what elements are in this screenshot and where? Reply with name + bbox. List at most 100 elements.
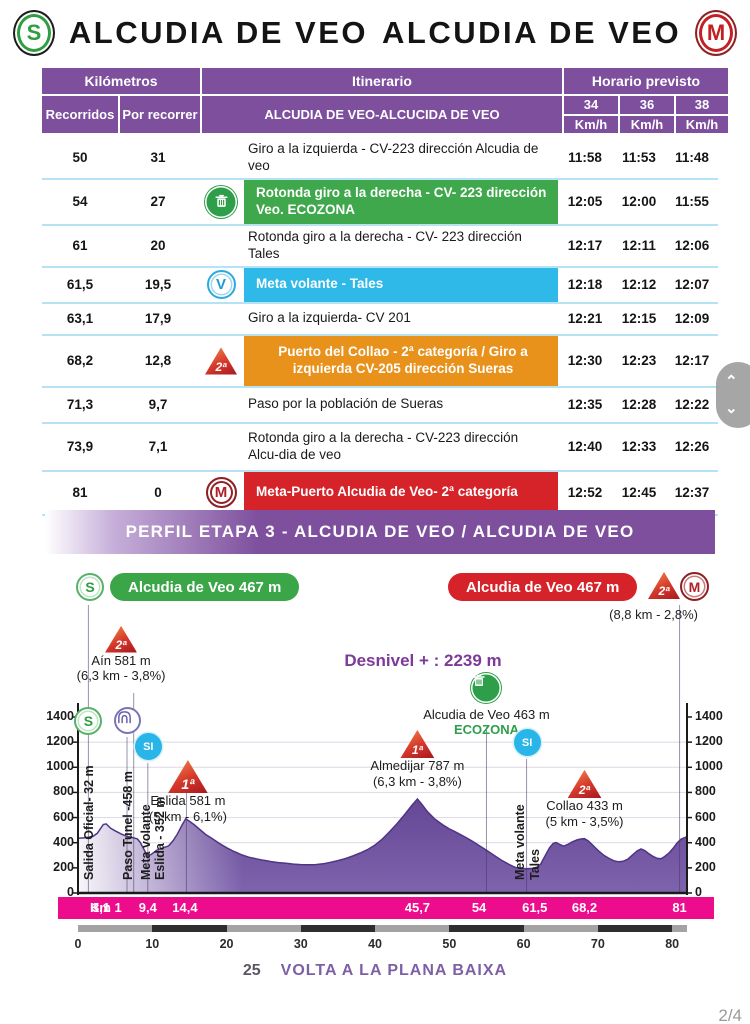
category-2-climb-icon: 2ª	[205, 347, 237, 375]
climb-annotation: 1ª Eslida 581 m (5 km - 6,1%)	[149, 759, 227, 824]
time-cell-34: 12:21	[567, 311, 603, 326]
km-left-cell: 31	[150, 150, 166, 166]
table-row: 73,9 7,1 Rotonda giro a la derecha - CV-22…	[42, 424, 718, 472]
itinerary-icon-zone	[198, 304, 244, 334]
climb-annotation: 2ª Aín 581 m (6,3 km - 3,8%)	[76, 625, 166, 683]
scroll-down-icon[interactable]: ⌄	[725, 400, 738, 417]
time-cell-34: 12:52	[567, 485, 603, 500]
itinerary-cell: Rotonda giro a la derecha - CV- 223 dire…	[198, 179, 558, 224]
km-bar-tick: 54	[471, 900, 487, 915]
profile-start-icon: S	[76, 573, 104, 601]
ecozone-label: ECOZONA	[453, 722, 519, 737]
time-cell-36: 12:00	[621, 194, 657, 210]
climb-detail: (6,3 km - 3,8%)	[76, 667, 166, 683]
time-cell-38: 12:22	[674, 397, 710, 412]
itinerary-text: Rotonda giro a la derecha - CV-223 direc…	[248, 429, 519, 462]
time-cell-38: 12:07	[674, 277, 710, 292]
table-row: 50 31 Giro a la izquierda - CV-223 direcci…	[42, 138, 718, 180]
ecozone-trash-icon	[205, 185, 237, 218]
time-cell-36: 12:15	[621, 311, 657, 326]
start-marker-icon: S	[74, 707, 103, 735]
time-cell-36: 12:23	[621, 353, 657, 368]
scroll-widget[interactable]: ⌃ ⌄	[716, 362, 750, 428]
intermediate-sprint-icon: SI	[513, 729, 541, 756]
y-axis-label-right: 400	[695, 834, 716, 849]
itinerary-text: Rotonda giro a la derecha - CV- 223 dire…	[244, 179, 558, 224]
tunnel-icon	[114, 707, 142, 734]
scale-segment	[672, 925, 687, 932]
profile-rotated-label: Salida Oficial- 32 m	[81, 765, 96, 880]
itinerary-icon-zone	[198, 424, 244, 470]
climb-category-icon: 2ª	[567, 769, 602, 799]
time-cell-38: 11:55	[675, 194, 709, 210]
km-left-cell: 12,8	[144, 353, 172, 368]
scale-segment	[523, 925, 598, 932]
scale-segment	[226, 925, 301, 932]
km-done-cell: 63,1	[66, 311, 94, 326]
scale-segment	[597, 925, 673, 932]
time-cell-36: 12:12	[621, 277, 657, 292]
route-table-header: Kilómetros Itinerario Horario previsto R…	[42, 68, 728, 133]
col-kilometros: Kilómetros	[42, 68, 200, 94]
profile-rotated-label: Meta volante	[513, 804, 528, 880]
y-axis-label-left: 800	[53, 784, 74, 799]
itinerary-cell: Paso por la población de Sueras	[198, 388, 558, 422]
scale-segment	[78, 925, 153, 932]
time-cell-38: 12:37	[674, 485, 710, 500]
time-cell-38: 11:48	[675, 150, 709, 166]
scale-segment	[300, 925, 376, 932]
time-cell-34: 12:18	[567, 277, 603, 292]
itinerary-text: Meta volante - Tales	[244, 267, 558, 302]
climb-category-icon: 2ª	[105, 625, 138, 653]
time-cell-38: 12:09	[674, 311, 710, 326]
y-axis-label-left: 400	[53, 834, 74, 849]
km-bar-tick: 9,4	[138, 900, 157, 915]
scale-segment	[449, 925, 524, 932]
itinerary-text: Giro a la izquierda - CV-223 dirección A…	[248, 141, 539, 173]
y-axis-label-left: 200	[53, 859, 74, 874]
footer-title: VOLTA A LA PLANA BAIXA	[280, 962, 508, 979]
scale-segment	[375, 925, 450, 932]
itinerary-icon-zone: M	[198, 472, 244, 514]
itinerary-cell: V Meta volante - Tales	[198, 267, 558, 302]
itinerary-icon-zone	[198, 226, 244, 266]
km-bar-prefix: Km 1	[90, 900, 122, 915]
km-done-cell: 73,9	[66, 439, 94, 454]
km-left-cell: 19,5	[144, 277, 172, 292]
x-axis-label: 70	[590, 937, 605, 951]
km-bar-tick: 61,5	[522, 900, 548, 915]
km-done-cell: 61	[72, 238, 88, 254]
scroll-up-icon[interactable]: ⌃	[725, 373, 738, 390]
time-cell-38: 12:26	[674, 439, 710, 454]
time-cell-34: 12:35	[567, 397, 603, 412]
profile-rotated-label: Tales	[528, 848, 543, 880]
ecozone-location-label: Alcudia de Veo 463 m	[423, 707, 550, 722]
itinerary-icon-zone	[198, 180, 244, 224]
itinerary-cell: Giro a la izquierda - CV-223 dirección A…	[198, 138, 558, 178]
meta-volante-icon: V	[206, 270, 236, 299]
climb-annotation: 2ª Collao 433 m (5 km - 3,5%)	[545, 769, 624, 829]
stage-finish-title: ALCUDIA DE VEO	[382, 15, 682, 50]
itinerary-icon-zone: V	[198, 268, 244, 302]
x-axis-label: 50	[442, 937, 457, 951]
km-bar-tick: 81	[672, 900, 687, 915]
itinerary-cell: Rotonda giro a la derecha - CV- 223 dire…	[198, 226, 558, 266]
km-done-cell: 54	[72, 194, 88, 210]
scale-segment	[152, 925, 227, 932]
x-axis-label: 60	[516, 937, 531, 951]
stage-start-title: ALCUDIA DE VEO	[68, 15, 368, 50]
climb-detail: (5 km - 6,1%)	[148, 808, 227, 824]
speed-col-38: 38 Km/h	[676, 96, 728, 133]
ecozone-trash-icon	[471, 673, 502, 703]
itinerary-icon-zone	[198, 388, 244, 422]
page-indicator: 2/4	[718, 1006, 742, 1024]
y-axis-label-right: 1000	[695, 759, 723, 774]
km-done-cell: 68,2	[66, 353, 94, 368]
km-done-cell: 81	[72, 485, 88, 500]
footer-number: 25	[242, 962, 261, 979]
climb-name: Collao 433 m	[546, 798, 623, 814]
y-axis-label-right: 600	[695, 809, 716, 824]
table-row: 61 20 Rotonda giro a la derecha - CV- 223 …	[42, 226, 718, 268]
km-left-cell: 0	[154, 485, 162, 500]
y-axis-label-left: 600	[53, 809, 74, 824]
